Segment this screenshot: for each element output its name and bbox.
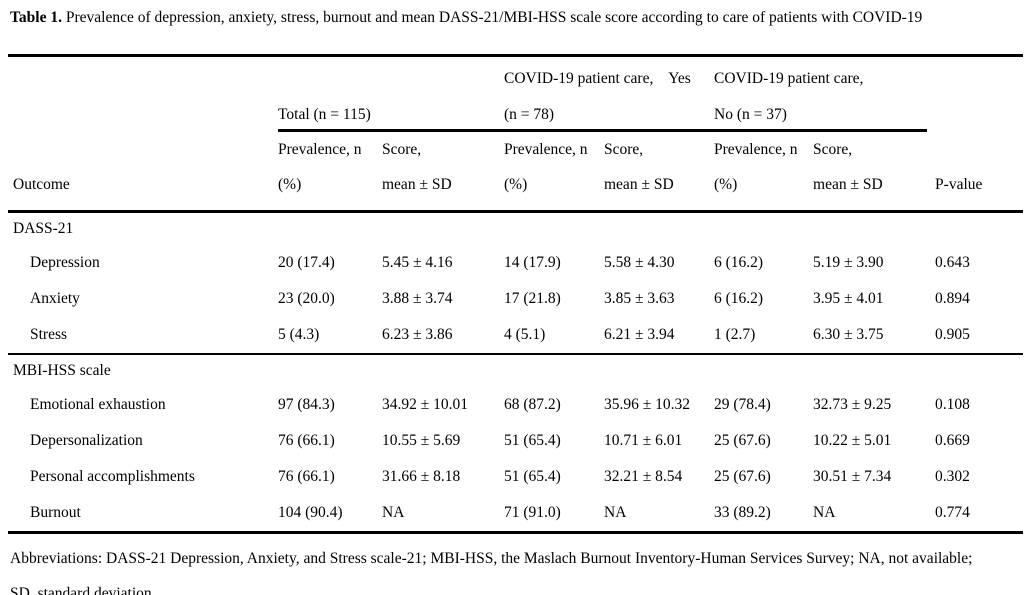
- table-row: Emotional exhaustion 97 (84.3) 34.92 ± 10.…: [8, 387, 1023, 423]
- results-table: COVID-19 patient care, Yes COVID-19 pati…: [8, 54, 1024, 534]
- column-header-row: Outcome Prevalence, n (%) Score, mean ± …: [8, 130, 1024, 213]
- cell-value: 68 (87.2): [504, 396, 561, 413]
- cell-value: 3.88 ± 3.74: [382, 290, 453, 307]
- header-total-prevalence: Prevalence, n (%): [278, 130, 382, 213]
- header-outcome: Outcome: [8, 130, 278, 213]
- cell-value: 10.22 ± 5.01: [813, 432, 892, 449]
- group-total-line1: [278, 56, 504, 94]
- row-label: Depersonalization: [30, 432, 143, 449]
- cell-pvalue: 0.894: [935, 290, 970, 307]
- group-yes-line2: (n = 78): [504, 93, 715, 132]
- row-label: Anxiety: [30, 290, 80, 307]
- cell-value: 5 (4.3): [278, 326, 320, 343]
- group-yes-line1: COVID-19 patient care, Yes: [504, 70, 691, 87]
- cell-value: 25 (67.6): [714, 432, 771, 449]
- row-label: Personal accomplishments: [30, 468, 195, 485]
- cell-value: 34.92 ± 10.01: [382, 396, 469, 413]
- table-body: DASS-21 Depression 20 (17.4) 5.45 ± 4.16 14 …: [8, 212, 1024, 533]
- cell-value: 6.30 ± 3.75: [813, 326, 884, 343]
- cell-pvalue: 0.774: [935, 504, 970, 521]
- section-row: MBI-HSS scale: [8, 353, 1024, 387]
- cell-value: 10.55 ± 5.69: [382, 432, 461, 449]
- cell-value: 32.21 ± 8.54: [604, 468, 683, 485]
- table-caption: Table 1. Prevalence of depression, anxie…: [0, 0, 1031, 28]
- cell-value: 97 (84.3): [278, 396, 335, 413]
- cell-value: 1 (2.7): [714, 326, 756, 343]
- cell-value: 5.19 ± 3.90: [813, 254, 884, 271]
- cell-value: 104 (90.4): [278, 504, 343, 521]
- cell-value: 6.23 ± 3.86: [382, 326, 453, 343]
- cell-value: 51 (65.4): [504, 432, 561, 449]
- cell-value: 33 (89.2): [714, 504, 771, 521]
- cell-pvalue: 0.108: [935, 396, 970, 413]
- header-total-score: Score, mean ± SD: [382, 130, 504, 213]
- cell-value: NA: [604, 504, 627, 521]
- cell-value: 76 (66.1): [278, 432, 335, 449]
- row-label: Burnout: [30, 504, 81, 521]
- cell-pvalue: 0.905: [935, 326, 970, 343]
- cell-value: 20 (17.4): [278, 254, 335, 271]
- group-header-spacer: [8, 93, 278, 131]
- cell-pvalue: 0.643: [935, 254, 970, 271]
- group-no-line2: No (n = 37): [714, 93, 928, 132]
- cell-value: 23 (20.0): [278, 290, 335, 307]
- table-row: Anxiety 23 (20.0) 3.88 ± 3.74 17 (21.8) 3.85…: [8, 281, 1023, 317]
- group-header-spacer: [927, 56, 1023, 94]
- cell-value: 76 (66.1): [278, 468, 335, 485]
- group-total-line2: Total (n = 115): [278, 93, 504, 132]
- footnote-line-2: SD, standard deviation: [10, 585, 152, 595]
- group-header-row-2: Total (n = 115) (n = 78) No (n = 37): [8, 93, 1023, 132]
- cell-value: 25 (67.6): [714, 468, 771, 485]
- footnote-line-1: Abbreviations: DASS-21 Depression, Anxie…: [10, 550, 973, 567]
- header-yes-score: Score, mean ± SD: [604, 130, 715, 213]
- cell-value: 31.66 ± 8.18: [382, 468, 461, 485]
- header-no-prevalence: Prevalence, n (%): [714, 130, 814, 213]
- group-header-spacer: [8, 56, 278, 94]
- section-row: DASS-21: [8, 212, 1023, 246]
- cell-value: 5.58 ± 4.30: [604, 254, 675, 271]
- table-header: COVID-19 patient care, Yes COVID-19 pati…: [8, 56, 1024, 213]
- cell-value: 5.45 ± 4.16: [382, 254, 453, 271]
- row-label: Stress: [30, 326, 68, 343]
- cell-pvalue: 0.669: [935, 432, 970, 449]
- cell-pvalue: 0.302: [935, 468, 970, 485]
- table-caption-label: Table 1.: [10, 9, 62, 26]
- cell-value: 3.85 ± 3.63: [604, 290, 675, 307]
- group-header-row-1: COVID-19 patient care, Yes COVID-19 pati…: [8, 56, 1023, 94]
- section-label: DASS-21: [13, 220, 74, 237]
- cell-value: 6 (16.2): [714, 254, 764, 271]
- cell-value: 32.73 ± 9.25: [813, 396, 892, 413]
- cell-value: 3.95 ± 4.01: [813, 290, 884, 307]
- table-row: Burnout 104 (90.4) NA 71 (91.0) NA 33 (89.2) N…: [8, 495, 1023, 533]
- cell-value: 35.96 ± 10.32: [604, 396, 691, 413]
- section-label: MBI-HSS scale: [8, 353, 1024, 387]
- cell-value: 6 (16.2): [714, 290, 764, 307]
- cell-value: 71 (91.0): [504, 504, 561, 521]
- cell-value: 10.71 ± 6.01: [604, 432, 683, 449]
- table-row: Depersonalization 76 (66.1) 10.55 ± 5.69 51…: [8, 423, 1023, 459]
- cell-value: 17 (21.8): [504, 290, 561, 307]
- cell-value: 51 (65.4): [504, 468, 561, 485]
- cell-value: 29 (78.4): [714, 396, 771, 413]
- cell-value: NA: [382, 504, 405, 521]
- row-label: Depression: [30, 254, 100, 271]
- table-footnote: Abbreviations: DASS-21 Depression, Anxie…: [10, 541, 1021, 595]
- table-row: Personal accomplishments 76 (66.1) 31.66 ±…: [8, 459, 1023, 495]
- cell-value: 30.51 ± 7.34: [813, 468, 892, 485]
- table-caption-text: Prevalence of depression, anxiety, stres…: [65, 9, 923, 26]
- row-label: Emotional exhaustion: [30, 396, 166, 413]
- table-row: Depression 20 (17.4) 5.45 ± 4.16 14 (17.9) 5…: [8, 245, 1023, 281]
- cell-value: 4 (5.1): [504, 326, 546, 343]
- cell-value: NA: [813, 504, 836, 521]
- table-row: Stress 5 (4.3) 6.23 ± 3.86 4 (5.1) 6.21 ± 3.…: [8, 317, 1023, 354]
- group-no-line1: COVID-19 patient care,: [714, 70, 864, 87]
- group-header-spacer: [927, 93, 1023, 131]
- header-pvalue: P-value: [927, 130, 1024, 213]
- cell-value: 14 (17.9): [504, 254, 561, 271]
- header-no-score: Score, mean ± SD: [813, 130, 928, 213]
- header-yes-prevalence: Prevalence, n (%): [504, 130, 604, 213]
- cell-value: 6.21 ± 3.94: [604, 326, 675, 343]
